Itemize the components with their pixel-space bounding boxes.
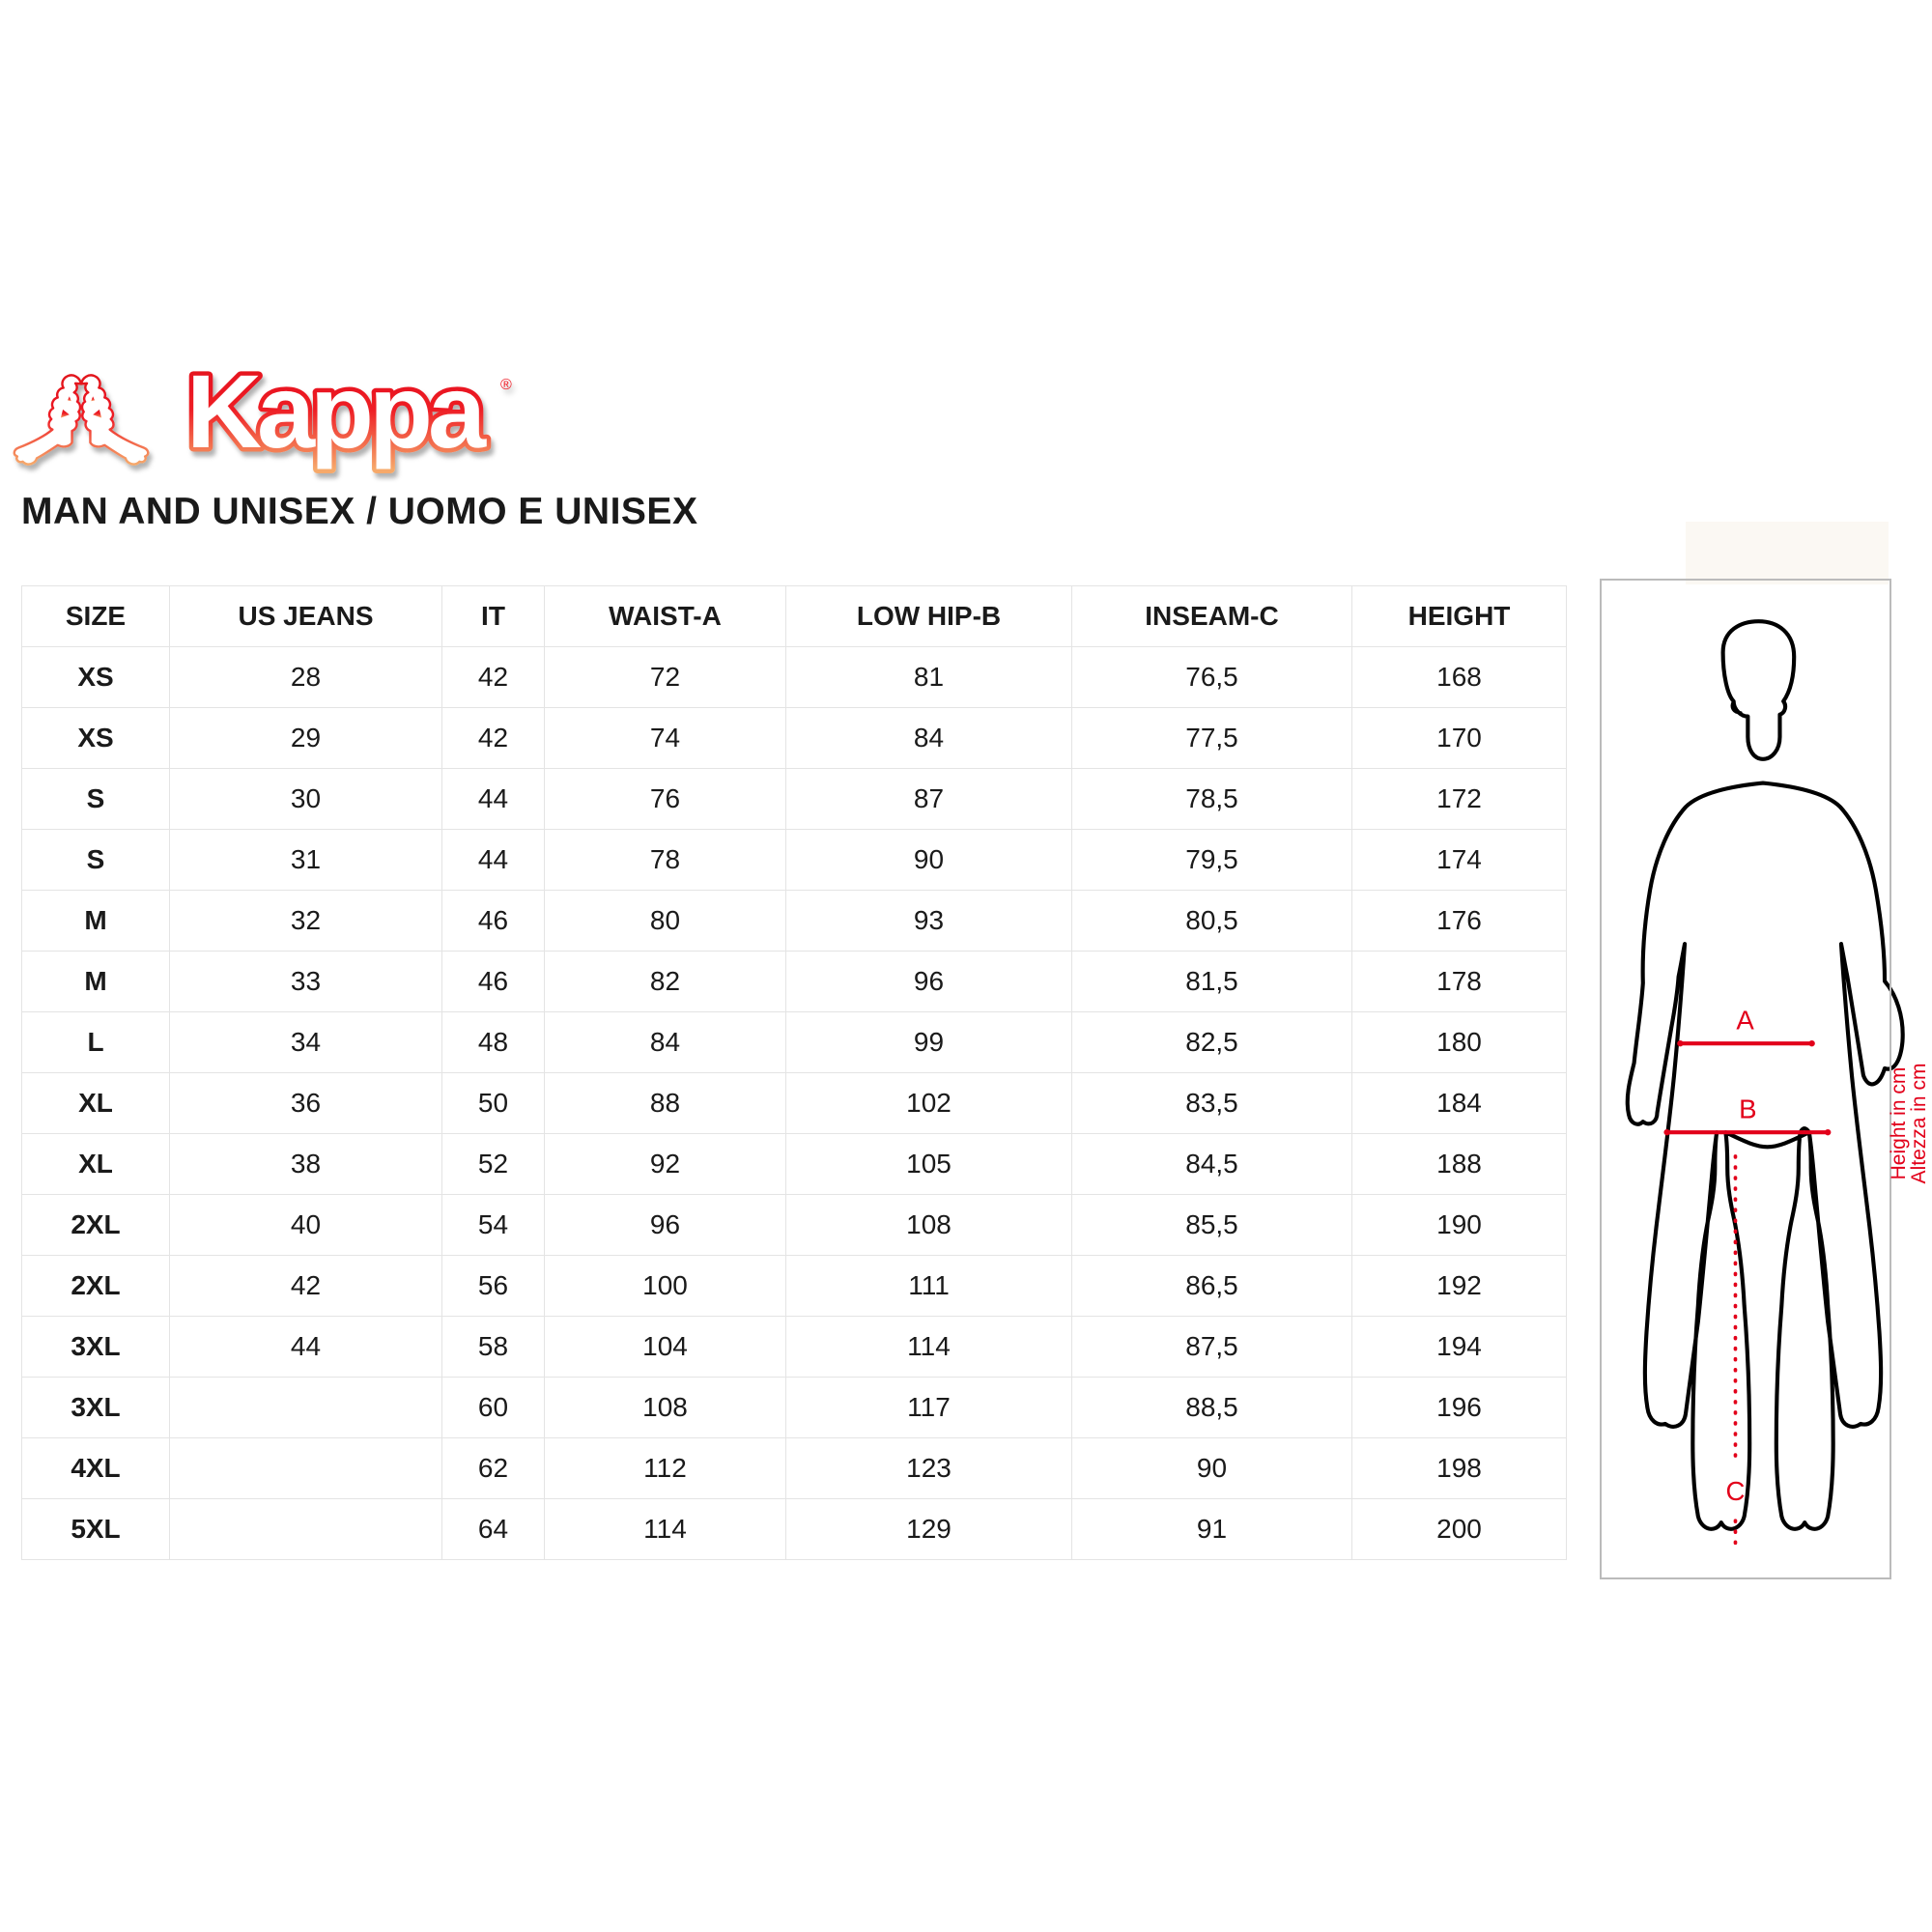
svg-text:®: ® [500,377,512,393]
svg-text:Height in cm: Height in cm [1888,1067,1910,1180]
svg-text:Altezza in cm: Altezza in cm [1908,1064,1930,1184]
svg-text:A: A [1736,1005,1754,1035]
svg-text:C: C [1726,1476,1746,1506]
svg-text:Kappa: Kappa [186,353,487,469]
svg-text:B: B [1739,1094,1756,1123]
